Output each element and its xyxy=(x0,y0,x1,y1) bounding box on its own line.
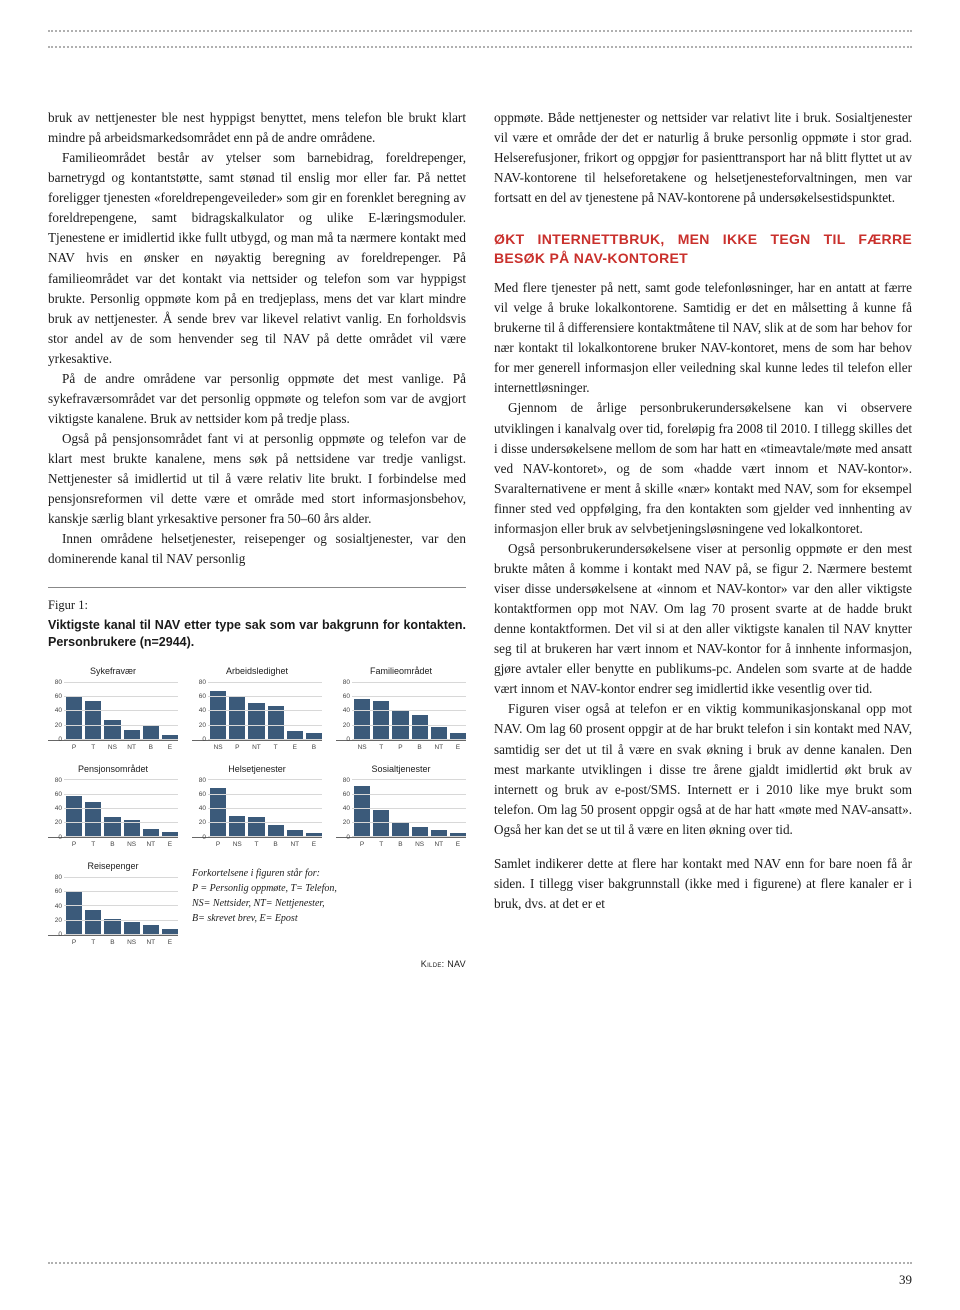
body-paragraph: På de andre områdene var personlig oppmø… xyxy=(48,369,466,429)
two-column-layout: bruk av nettjenester ble nest hyppigst b… xyxy=(48,108,912,972)
body-paragraph: Også på pensjonsområdet fant vi at perso… xyxy=(48,429,466,529)
chart-plot: 020406080 xyxy=(336,780,466,838)
bar xyxy=(373,810,389,837)
chart-plot: 020406080 xyxy=(48,878,178,936)
body-paragraph: bruk av nettjenester ble nest hyppigst b… xyxy=(48,108,466,148)
figure-label: Figur 1: xyxy=(48,596,466,615)
chart-plot: 020406080 xyxy=(48,780,178,838)
section-heading: ØKT INTERNETTBRUK, MEN IKKE TEGN TIL FÆR… xyxy=(494,230,912,268)
chart-plot: 020406080 xyxy=(48,683,178,741)
chart-title: Sykefravær xyxy=(48,665,178,679)
figure-legend: Forkortelsene i figuren står for:P = Per… xyxy=(192,860,466,948)
bar xyxy=(66,696,82,740)
body-paragraph: Med flere tjenester på nett, samt gode t… xyxy=(494,278,912,398)
mini-bar-chart: Reisepenger020406080PTBNSNTE xyxy=(48,860,178,948)
bar xyxy=(373,701,389,740)
figure-1: Figur 1: Viktigste kanal til NAV etter t… xyxy=(48,587,466,971)
top-border-dots-1 xyxy=(48,30,912,32)
bar xyxy=(229,816,245,837)
page-number: 39 xyxy=(899,1272,912,1288)
body-paragraph: Gjennom de årlige personbrukerundersøkel… xyxy=(494,398,912,538)
bar xyxy=(210,691,226,739)
mini-bar-chart: Arbeidsledighet020406080NSPNTTEB xyxy=(192,665,322,753)
bar xyxy=(412,715,428,740)
mini-bar-chart: Helsetjenester020406080PNSTBNTE xyxy=(192,763,322,851)
right-column: oppmøte. Både nettjenester og nettsider … xyxy=(494,108,912,972)
bar xyxy=(104,919,120,935)
bar xyxy=(85,910,101,935)
bar xyxy=(248,817,264,837)
chart-title: Familieområdet xyxy=(336,665,466,679)
figure-source: Kilde: NAV xyxy=(48,958,466,972)
body-paragraph: Familieområdet består av ytelser som bar… xyxy=(48,148,466,369)
body-paragraph: oppmøte. Både nettjenester og nettsider … xyxy=(494,108,912,208)
source-value: NAV xyxy=(447,959,466,969)
bar xyxy=(66,796,82,837)
body-paragraph: Også personbrukerundersøkelsene viser at… xyxy=(494,539,912,700)
bar xyxy=(104,720,120,740)
body-paragraph: Figuren viser også at telefon er en vikt… xyxy=(494,699,912,839)
bar xyxy=(85,701,101,740)
bottom-border-dots xyxy=(48,1262,912,1264)
chart-title: Arbeidsledighet xyxy=(192,665,322,679)
chart-title: Sosialtjenester xyxy=(336,763,466,777)
figure-title: Viktigste kanal til NAV etter type sak s… xyxy=(48,617,466,651)
chart-title: Pensjonsområdet xyxy=(48,763,178,777)
top-border-dots-2 xyxy=(48,46,912,48)
bar xyxy=(143,726,159,740)
charts-grid: Sykefravær020406080PTNSNTBEArbeidsledigh… xyxy=(48,665,466,948)
bar xyxy=(229,696,245,740)
chart-plot: 020406080 xyxy=(336,683,466,741)
body-paragraph: Samlet indikerer dette at flere har kont… xyxy=(494,854,912,914)
chart-title: Helsetjenester xyxy=(192,763,322,777)
mini-bar-chart: Pensjonsområdet020406080PTBNSNTE xyxy=(48,763,178,851)
left-column: bruk av nettjenester ble nest hyppigst b… xyxy=(48,108,466,972)
bar xyxy=(66,891,82,935)
bar xyxy=(248,703,264,740)
chart-plot: 020406080 xyxy=(192,780,322,838)
bar xyxy=(210,788,226,838)
bar xyxy=(392,822,408,838)
chart-title: Reisepenger xyxy=(48,860,178,874)
mini-bar-chart: Familieområdet020406080NSTPBNTE xyxy=(336,665,466,753)
source-label: Kilde: xyxy=(421,959,445,969)
body-paragraph: Innen områdene helsetjenester, reisepeng… xyxy=(48,529,466,569)
mini-bar-chart: Sykefravær020406080PTNSNTBE xyxy=(48,665,178,753)
bar xyxy=(104,817,120,837)
bar xyxy=(354,699,370,740)
mini-bar-chart: Sosialtjenester020406080PTBNSNTE xyxy=(336,763,466,851)
chart-plot: 020406080 xyxy=(192,683,322,741)
